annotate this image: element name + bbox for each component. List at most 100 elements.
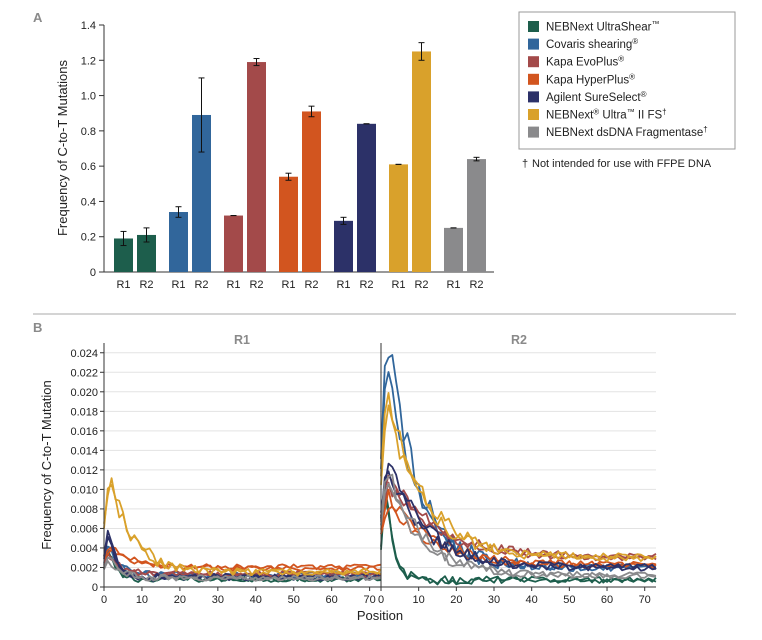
line-y-tick-label: 0.010 [70, 484, 98, 496]
series-line [103, 546, 382, 571]
bar-x-tick-label: R2 [469, 279, 483, 291]
line-y-tick-label: 0.002 [70, 562, 98, 574]
bar-x-tick-label: R1 [116, 279, 130, 291]
line-x-tick-label: 10 [413, 594, 425, 606]
series-line [380, 488, 657, 568]
series-line [380, 486, 657, 586]
line-y-tick-label: 0.004 [70, 543, 98, 555]
line-x-tick-label: 70 [363, 594, 375, 606]
bar [357, 123, 376, 272]
series-line [380, 474, 657, 560]
legend-swatch [528, 56, 539, 68]
bar [224, 215, 243, 272]
line-x-tick-label: 0 [378, 594, 384, 606]
legend-label: NEBNext dsDNA Fragmentase† [546, 125, 708, 139]
bar-x-tick-label: R2 [414, 279, 428, 291]
bar-x-tick-label: R1 [226, 279, 240, 291]
legend-box [518, 11, 736, 150]
bar-y-tick-label: 1.2 [81, 55, 96, 67]
bar-y-tick-label: 0.2 [81, 232, 96, 244]
bar-x-tick-label: R1 [171, 279, 185, 291]
legend-swatch [528, 91, 539, 103]
panel-b-label: B [33, 320, 42, 335]
line-x-tick-label: 10 [136, 594, 148, 606]
series-line [380, 470, 657, 572]
bar [169, 212, 188, 272]
footnote-mark: † [522, 158, 528, 170]
line-y-tick-label: 0 [92, 582, 98, 594]
legend-swatch [528, 109, 539, 120]
legend-label: NEBNext® Ultra™ II FS† [546, 108, 667, 122]
line-x-axis-title: Position [357, 608, 403, 623]
bar-y-axis-title: Frequency of C-to-T Mutations [55, 59, 70, 236]
series-line [380, 482, 657, 580]
bar-y-tick-label: 0 [90, 267, 96, 279]
bar-x-tick-label: R1 [281, 279, 295, 291]
bar-x-tick-label: R1 [336, 279, 350, 291]
series-line [380, 391, 657, 560]
bar [302, 111, 321, 272]
line-y-tick-label: 0.012 [70, 465, 98, 477]
legend-swatch [528, 21, 539, 32]
panel-a-label: A [33, 10, 43, 25]
legend-label: NEBNext UltraShear™ [546, 20, 659, 34]
bar [137, 234, 156, 272]
line-chart: 0 0.002 0.004 0.006 0.008 0.010 0.012 0.014 0.01… [39, 333, 657, 623]
line-x-tick-label: 30 [488, 594, 500, 606]
bar-x-tick-label: R1 [391, 279, 405, 291]
legend-label: Covaris shearing® [546, 37, 638, 51]
bar-x-tick-label: R2 [304, 279, 318, 291]
panel-r2-title: R2 [511, 333, 527, 347]
panel-r1-title: R1 [234, 333, 250, 347]
line-x-tick-label: 40 [250, 594, 262, 606]
line-y-tick-label: 0.014 [70, 445, 98, 457]
bar-x-tick-label: R2 [249, 279, 263, 291]
line-x-tick-label: 60 [326, 594, 338, 606]
legend-swatch [528, 38, 539, 50]
bar [247, 62, 266, 272]
line-y-tick-label: 0.024 [70, 348, 98, 360]
line-y-tick-label: 0.018 [70, 406, 98, 418]
series-line [380, 462, 657, 570]
series-line [380, 505, 657, 570]
bar [412, 51, 431, 272]
line-y-axis-title: Frequency of C-to-T Mutation [39, 380, 54, 550]
legend-label: Kapa EvoPlus® [546, 55, 624, 69]
series-line [103, 477, 382, 576]
bar-chart: 0 0.2 0.4 0.6 0.8 1.0 1.2 1.4 R1 R2 R1 R2 R1 R2 R1 R2 R… [55, 20, 494, 291]
line-y-tick-label: 0.008 [70, 504, 98, 516]
line-x-tick-label: 20 [450, 594, 462, 606]
line-x-tick-label: 50 [563, 594, 575, 606]
bar-y-tick-label: 0.6 [81, 161, 96, 173]
series-line [380, 473, 657, 579]
series-line [103, 556, 382, 582]
bar-y-tick-label: 0.4 [81, 196, 96, 208]
bar [389, 164, 408, 272]
line-x-tick-label: 50 [288, 594, 300, 606]
legend-swatch [528, 126, 539, 138]
line-x-tick-label: 70 [639, 594, 651, 606]
line-y-tick-label: 0.022 [70, 367, 98, 379]
bar [192, 114, 211, 272]
legend-swatch [528, 73, 539, 85]
bar-y-tick-label: 1.0 [81, 91, 96, 103]
footnote: † Not intended for use with FFPE DNA [522, 158, 712, 170]
line-x-tick-label: 20 [174, 594, 186, 606]
legend-label: Kapa HyperPlus® [546, 72, 635, 86]
line-x-tick-label: 60 [601, 594, 613, 606]
bar [334, 220, 353, 272]
line-y-tick-label: 0.016 [70, 426, 98, 438]
line-y-tick-label: 0.006 [70, 523, 98, 535]
legend: NEBNext UltraShear™ Covaris shearing® Kapa… [518, 11, 736, 150]
bar-x-tick-label: R2 [139, 279, 153, 291]
line-x-tick-label: 30 [212, 594, 224, 606]
bar [467, 159, 486, 272]
bar [114, 238, 133, 272]
line-y-tick-label: 0.020 [70, 387, 98, 399]
line-x-tick-label: 0 [101, 594, 107, 606]
bar-x-tick-label: R1 [446, 279, 460, 291]
legend-label: Agilent SureSelect® [546, 90, 647, 104]
bar [444, 227, 463, 272]
footnote-text: Not intended for use with FFPE DNA [532, 158, 712, 170]
line-x-tick-label: 40 [526, 594, 538, 606]
